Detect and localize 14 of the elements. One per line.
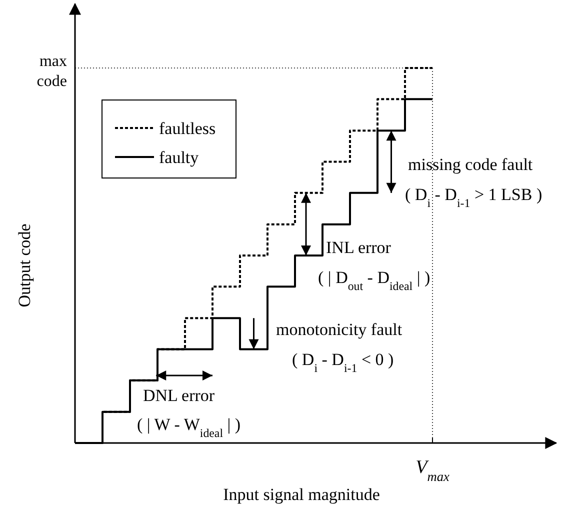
legend-label: faultless — [159, 119, 216, 138]
annotation: ( D$_{i}$ - D$_{i-1}$ < 0 ) — [292, 350, 394, 375]
ref-line-label: max code — [36, 53, 67, 90]
annotation: ( D$_{i}$ - D$_{i-1}$ > 1 LSB ) — [405, 185, 542, 210]
text: V$_{max}$ — [416, 457, 450, 484]
annotation: ( | W - W$_{ideal}$ | ) — [137, 415, 241, 440]
y-axis-title: Output code — [15, 224, 34, 308]
annotation: ( | D$_{out}$ - D$_{ideal}$ | ) — [318, 268, 430, 293]
x-axis-title: Input signal magnitude — [223, 485, 380, 504]
annotation: missing code fault — [408, 155, 533, 174]
legend-label: faulty — [159, 148, 200, 167]
annotation: INL error — [326, 238, 392, 257]
annotation: DNL error — [143, 386, 215, 405]
annotation: monotonicity fault — [276, 320, 402, 339]
